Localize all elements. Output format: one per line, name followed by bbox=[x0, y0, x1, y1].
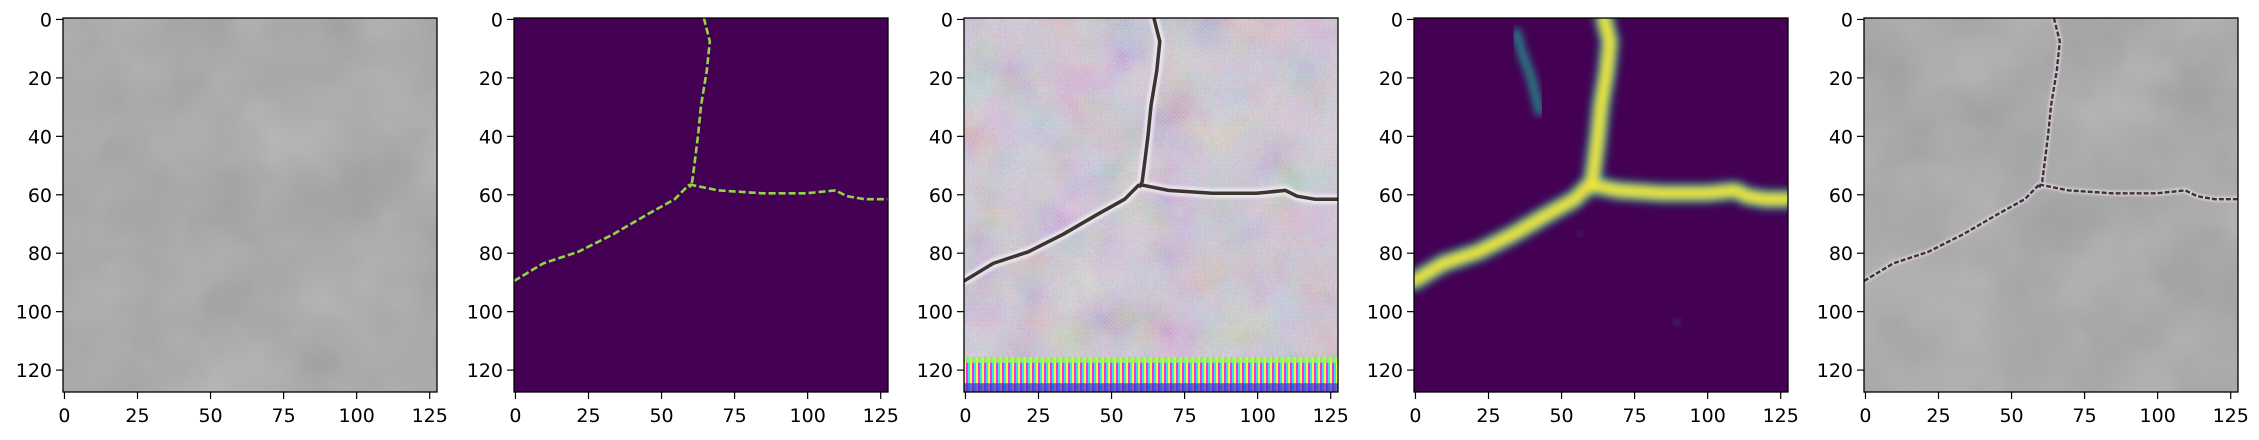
x-tick-label: 50 bbox=[1999, 405, 2023, 427]
y-tick-label: 40 bbox=[1379, 126, 1403, 148]
mask-image bbox=[514, 18, 888, 392]
axes-frame bbox=[62, 17, 438, 393]
axes-frame bbox=[963, 17, 1339, 393]
x-tick-label: 25 bbox=[1926, 405, 1950, 427]
y-tick-label: 40 bbox=[929, 126, 953, 148]
x-tick-label: 100 bbox=[339, 405, 375, 427]
y-tick-label: 80 bbox=[1829, 243, 1853, 265]
y-tick-label: 80 bbox=[929, 243, 953, 265]
heatmap-image bbox=[1414, 18, 1788, 392]
x-tick-label: 75 bbox=[723, 405, 747, 427]
x-tick-label: 50 bbox=[1549, 405, 1573, 427]
overlay-image bbox=[1864, 18, 2238, 392]
x-tick-label: 50 bbox=[649, 405, 673, 427]
y-tick-label: 80 bbox=[479, 243, 503, 265]
x-tick-label: 25 bbox=[125, 405, 149, 427]
x-tick-label: 25 bbox=[1476, 405, 1500, 427]
y-tick-label: 60 bbox=[929, 185, 953, 207]
x-tick-label: 125 bbox=[1313, 405, 1349, 427]
y-tick-label: 60 bbox=[1379, 185, 1403, 207]
mask-crack bbox=[514, 18, 888, 283]
y-tick-label: 60 bbox=[479, 185, 503, 207]
x-tick-label: 0 bbox=[58, 405, 70, 427]
y-tick-label: 80 bbox=[1379, 243, 1403, 265]
x-tick-label: 100 bbox=[790, 405, 826, 427]
y-tick-label: 100 bbox=[467, 302, 503, 324]
y-tick-label: 60 bbox=[1829, 185, 1853, 207]
y-tick-label: 120 bbox=[917, 360, 953, 382]
x-tick-label: 75 bbox=[1173, 405, 1197, 427]
panel-mask: 0 25 50 75 100 125 0 20 40 60 80 100 120 bbox=[467, 9, 899, 427]
x-tick-label: 0 bbox=[509, 405, 521, 427]
panel-concrete-photo: 0 25 50 75 100 125 0 20 40 60 80 100 120 bbox=[16, 9, 448, 427]
y-tick-label: 120 bbox=[1367, 360, 1403, 382]
x-tick-label: 0 bbox=[1859, 405, 1871, 427]
y-tick-label: 100 bbox=[1817, 302, 1853, 324]
y-tick-label: 120 bbox=[16, 360, 52, 382]
y-tick-label: 40 bbox=[479, 126, 503, 148]
y-tick-label: 20 bbox=[28, 68, 52, 90]
y-tick-label: 100 bbox=[917, 302, 953, 324]
y-tick-label: 40 bbox=[28, 126, 52, 148]
x-tick-label: 100 bbox=[1690, 405, 1726, 427]
panels: 0 25 50 75 100 125 0 20 40 60 80 100 120 0 25 50 75 100 12… bbox=[16, 9, 2249, 427]
y-tick-label: 20 bbox=[929, 68, 953, 90]
y-tick-label: 100 bbox=[16, 302, 52, 324]
x-tick-label: 50 bbox=[198, 405, 222, 427]
y-tick-label: 0 bbox=[1841, 9, 1853, 31]
heat-crack bbox=[1414, 18, 1788, 291]
concrete-photo-image bbox=[63, 18, 437, 392]
axes-frame bbox=[1413, 17, 1789, 393]
overlay-crack bbox=[1864, 18, 2238, 283]
y-tick-label: 60 bbox=[28, 185, 52, 207]
x-tick-label: 25 bbox=[1026, 405, 1050, 427]
y-tick-label: 0 bbox=[941, 9, 953, 31]
y-tick-label: 120 bbox=[467, 360, 503, 382]
axes-frame bbox=[1863, 17, 2239, 393]
x-tick-label: 75 bbox=[1623, 405, 1647, 427]
panel-generated: 0 25 50 75 100 125 0 20 40 60 80 100 120 bbox=[917, 9, 1349, 427]
x-tick-label: 125 bbox=[412, 405, 448, 427]
panel-heatmap: 0 25 50 75 100 125 0 20 40 60 80 100 120 bbox=[1367, 9, 1799, 427]
y-tick-label: 100 bbox=[1367, 302, 1403, 324]
axes-frame bbox=[513, 17, 889, 393]
x-tick-label: 125 bbox=[863, 405, 899, 427]
y-tick-label: 20 bbox=[479, 68, 503, 90]
y-tick-label: 40 bbox=[1829, 126, 1853, 148]
x-tick-label: 50 bbox=[1099, 405, 1123, 427]
y-tick-label: 0 bbox=[1391, 9, 1403, 31]
x-tick-label: 0 bbox=[1409, 405, 1421, 427]
x-tick-label: 100 bbox=[2140, 405, 2176, 427]
x-tick-label: 125 bbox=[2213, 405, 2249, 427]
x-tick-label: 25 bbox=[576, 405, 600, 427]
x-tick-label: 100 bbox=[1240, 405, 1276, 427]
y-tick-label: 0 bbox=[40, 9, 52, 31]
y-tick-label: 120 bbox=[1817, 360, 1853, 382]
panel-overlay: 0 25 50 75 100 125 0 20 40 60 80 100 120 bbox=[1817, 9, 2249, 427]
x-tick-label: 0 bbox=[959, 405, 971, 427]
y-tick-label: 0 bbox=[491, 9, 503, 31]
heat-blob bbox=[1511, 28, 1545, 116]
generated-crack bbox=[964, 18, 1338, 283]
y-tick-label: 80 bbox=[28, 243, 52, 265]
y-tick-label: 20 bbox=[1829, 68, 1853, 90]
x-tick-label: 125 bbox=[1763, 405, 1799, 427]
x-tick-label: 75 bbox=[272, 405, 296, 427]
x-tick-label: 75 bbox=[2073, 405, 2097, 427]
y-tick-label: 20 bbox=[1379, 68, 1403, 90]
generated-image bbox=[964, 18, 1338, 392]
